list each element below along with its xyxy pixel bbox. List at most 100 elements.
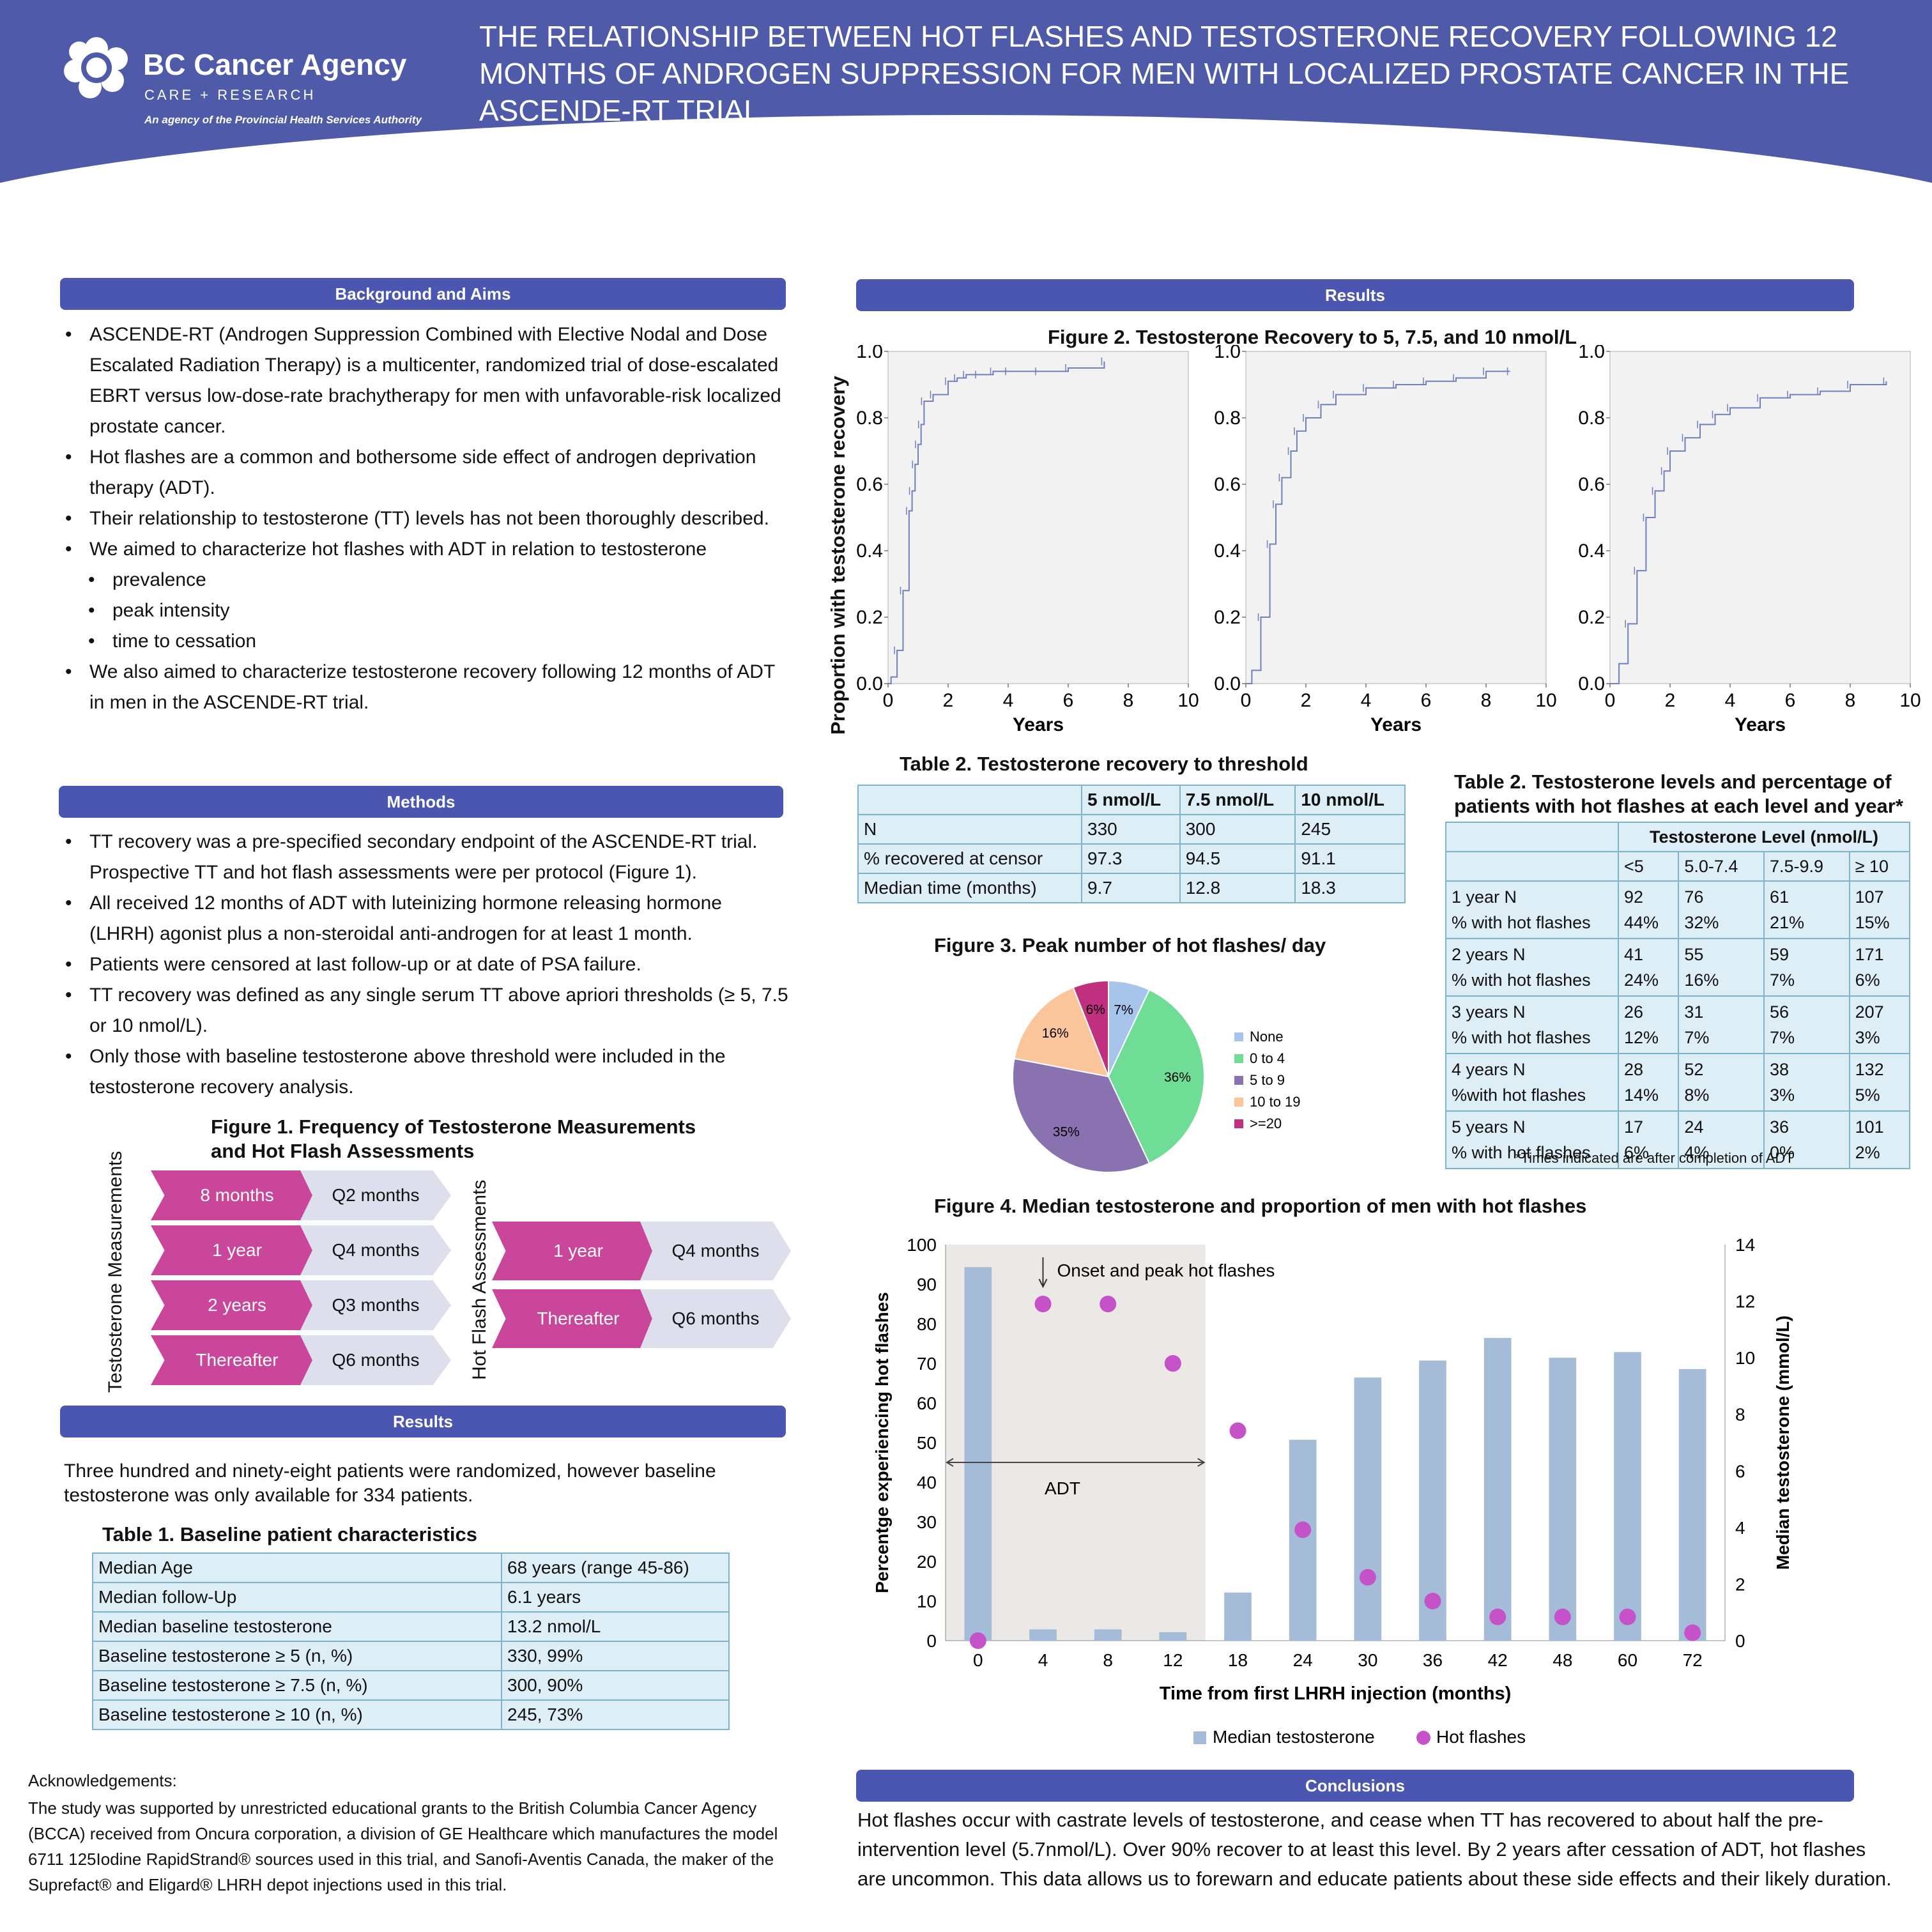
y-tick-label: 50	[917, 1433, 937, 1453]
pie-value-label: 6%	[1086, 1002, 1105, 1017]
list-item: Hot flashes are a common and bothersome …	[61, 442, 790, 503]
table-header-cell	[857, 785, 1082, 815]
table-row: Baseline testosterone ≥ 5 (n, %) 330, 99%	[92, 1641, 730, 1671]
y-tick-label: 0.2	[856, 607, 883, 628]
list-item: We aimed to characterize hot flashes wit…	[61, 534, 790, 565]
affiliation: 1Department of Radiation Oncology, Vanco…	[479, 181, 1225, 201]
table-row: 3 years N% with hot flashes 26 12% 31 7% 56 7%…	[1445, 995, 1911, 1054]
table-row: Median time (months) 9.7 12.8 18.3	[857, 873, 1406, 903]
table-cell-value: 18.3	[1294, 873, 1406, 903]
table-cell-value: 94.5	[1179, 843, 1296, 874]
x-tick-label: 12	[1163, 1650, 1183, 1670]
testosterone-bar	[1094, 1629, 1122, 1641]
x-tick-label: 0	[973, 1650, 983, 1670]
testosterone-bar	[1289, 1439, 1317, 1641]
x-tick-label: 2	[1301, 690, 1312, 711]
table-header-cell: 7.5-9.9	[1763, 851, 1850, 882]
table-row: 2 years N% with hot flashes 41 24% 55 16% 59 7…	[1445, 938, 1911, 997]
x-tick-label: 30	[1358, 1650, 1377, 1670]
table-cell-value: 97.3	[1081, 843, 1181, 874]
x-tick-label: 4	[1361, 690, 1372, 711]
y-tick-label: 0.4	[1578, 540, 1605, 562]
y-tick-label: 80	[917, 1314, 937, 1334]
table-cell-label: 3 years N% with hot flashes	[1445, 995, 1619, 1054]
bc-cancer-logo-icon	[61, 36, 132, 100]
y2-tick-label: 4	[1735, 1518, 1745, 1538]
x-tick-label: 2	[943, 690, 954, 711]
table-cell-value: 59 7%	[1763, 938, 1850, 997]
table-cell-value: 26 12%	[1617, 995, 1680, 1054]
y-tick-label: 0.8	[1214, 408, 1241, 429]
table-cell-label: Median baseline testosterone	[92, 1611, 502, 1642]
table-cell-value: 101 2%	[1848, 1110, 1911, 1169]
testosterone-bar	[1354, 1377, 1382, 1641]
x-tick-label: 6	[1063, 690, 1074, 711]
hot-flash-point	[1164, 1355, 1181, 1372]
pie-slice	[1072, 979, 1109, 1077]
y-tick-label: 100	[907, 1235, 937, 1255]
table-cell-value: 132 5%	[1848, 1053, 1911, 1112]
table-cell-value: 68 years (range 45-86)	[501, 1552, 730, 1583]
arrowhead-icon	[1038, 1278, 1048, 1289]
x-tick-label: 4	[1725, 690, 1736, 711]
methods-bullets: TT recovery was a pre-specified secondar…	[61, 827, 790, 1103]
x-tick-label: 24	[1293, 1650, 1313, 1670]
testosterone-bar	[1159, 1632, 1187, 1641]
x-tick-label: 8	[1123, 690, 1134, 711]
figure1-title-line1: Figure 1. Frequency of Testosterone Meas…	[211, 1116, 696, 1138]
hot-flash-point	[1294, 1521, 1312, 1538]
list-item: ASCENDE-RT (Androgen Suppression Combine…	[61, 319, 790, 442]
table-cell-label: Median follow-Up	[92, 1582, 502, 1613]
y2-axis-label: Median testosterone (mmol/L)	[1773, 1315, 1793, 1570]
x-tick-label: 72	[1683, 1650, 1703, 1670]
table-header-row: Testosterone Level (nmol/L)	[1445, 822, 1910, 852]
x-axis-label: Years	[1013, 714, 1064, 735]
legend-label: 5 to 9	[1250, 1072, 1285, 1088]
table-cell-value: 28 14%	[1617, 1053, 1680, 1112]
y-tick-label: 70	[917, 1354, 937, 1374]
author-name: Scott Tyldesley,	[724, 155, 840, 175]
table1: Median Age 68 years (range 45-86) Median f…	[92, 1552, 730, 1730]
legend-dot	[1416, 1731, 1430, 1745]
table-cell-value: 52 8%	[1678, 1053, 1765, 1112]
annotation-onset: Onset and peak hot flashes	[1057, 1261, 1275, 1280]
x-tick-label: 0	[1241, 690, 1252, 711]
table-cell-label: 4 years N %with hot flashes	[1445, 1053, 1619, 1112]
testosterone-bar	[964, 1267, 992, 1641]
legend-swatch	[1234, 1076, 1243, 1085]
logo-name: BC Cancer Agency	[143, 48, 407, 81]
testosterone-bar	[1549, 1358, 1577, 1641]
logo-subline: An agency of the Provincial Health Servi…	[144, 114, 422, 126]
table-cell-value: 207 3%	[1848, 995, 1911, 1054]
table-header-cell	[1445, 822, 1619, 852]
tt-freq-chevron: Q3 months	[300, 1280, 451, 1330]
table-cell-value: 91.1	[1294, 843, 1406, 874]
y-tick-label: 0	[926, 1631, 937, 1651]
table-cell-value: 245	[1294, 814, 1406, 845]
x-tick-label: 0	[883, 690, 894, 711]
y-tick-label: 0.0	[1214, 673, 1241, 694]
tt-freq-chevron: Q2 months	[300, 1170, 451, 1220]
y-tick-label: 60	[917, 1393, 937, 1413]
x-axis-label: Time from first LHRH injection (months)	[1160, 1683, 1511, 1704]
table1-title: Table 1. Baseline patient characteristic…	[102, 1523, 477, 1545]
y-tick-label: 0.4	[856, 540, 883, 562]
km-curve	[1610, 381, 1887, 684]
y-tick-label: 0.2	[1578, 607, 1605, 628]
hot-flash-point	[1100, 1296, 1117, 1312]
table-cell-label: N	[857, 814, 1082, 845]
table-cell-value: 9.7	[1081, 873, 1181, 903]
hot-flash-point	[1359, 1568, 1376, 1586]
list-item: Their relationship to testosterone (TT) …	[61, 503, 790, 534]
logo-tagline: CARE + RESEARCH	[144, 87, 316, 103]
y-tick-label: 1.0	[1578, 345, 1605, 362]
x-tick-label: 10	[1899, 690, 1920, 711]
testosterone-bar	[1614, 1352, 1641, 1641]
table-cell-label: 5 years N% with hot flashes	[1445, 1110, 1619, 1169]
figure2-title: Figure 2. Testosterone Recovery to 5, 7.…	[1048, 326, 1577, 348]
y-tick-label: 30	[917, 1512, 937, 1532]
pie-value-label: 16%	[1042, 1026, 1069, 1041]
author-list: Maryam Dosani,1 James Morris,1 Scott Tyl…	[479, 155, 944, 175]
background-bullets: ASCENDE-RT (Androgen Suppression Combine…	[61, 319, 790, 718]
y2-tick-label: 12	[1735, 1292, 1755, 1312]
